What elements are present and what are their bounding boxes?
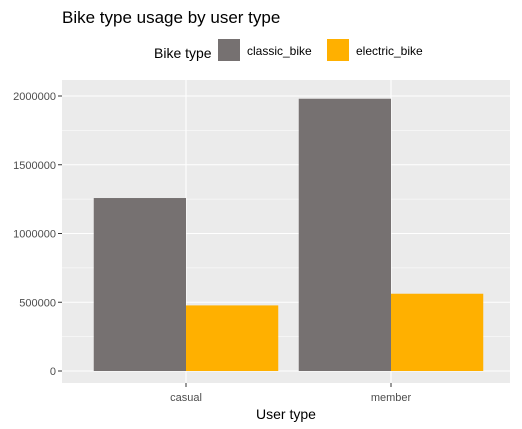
x-tick-label-member: member bbox=[371, 392, 412, 404]
legend: Bike type classic_bike electric_bike bbox=[154, 39, 423, 61]
y-tick-label: 500000 bbox=[19, 297, 56, 309]
y-axis: 0 500000 1000000 1500000 2000000 bbox=[13, 91, 62, 378]
y-tick-label: 1500000 bbox=[13, 160, 56, 172]
bar-casual-electric-bike bbox=[186, 305, 279, 371]
chart-title: Bike type usage by user type bbox=[62, 8, 280, 27]
legend-key-electric-bike bbox=[327, 39, 349, 61]
legend-label-electric-bike: electric_bike bbox=[356, 44, 423, 58]
bar-casual-classic-bike bbox=[93, 198, 186, 371]
y-tick-label: 1000000 bbox=[13, 229, 56, 241]
legend-key-classic-bike bbox=[218, 39, 240, 61]
bar-member-classic-bike bbox=[298, 98, 391, 371]
legend-title: Bike type bbox=[154, 45, 212, 61]
y-tick-label: 0 bbox=[50, 366, 56, 378]
x-tick-label-casual: casual bbox=[170, 392, 202, 404]
bars bbox=[93, 98, 484, 371]
bar-member-electric-bike bbox=[391, 293, 484, 371]
x-axis-title: User type bbox=[256, 406, 316, 422]
legend-label-classic-bike: classic_bike bbox=[247, 44, 312, 58]
legend-items: classic_bike electric_bike bbox=[218, 39, 423, 61]
y-tick-label: 2000000 bbox=[13, 91, 56, 103]
x-axis: casual member bbox=[170, 383, 412, 404]
